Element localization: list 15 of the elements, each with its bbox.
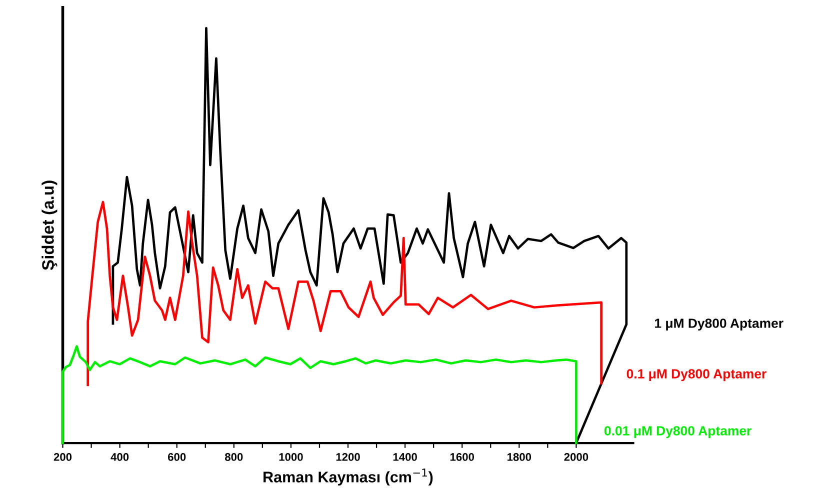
x-tick-label: 1800 (507, 453, 532, 461)
x-tick-label: 2000 (564, 453, 588, 461)
series-label: 0.1 μM Dy800 Aptamer (626, 369, 766, 382)
text: 1 μM Dy800 Aptamer (655, 318, 784, 331)
x-tick-label: 1600 (450, 453, 474, 461)
x-tick-label: 1000 (279, 453, 303, 461)
x-tick-label: 600 (168, 453, 186, 461)
x-tick-label: 1200 (336, 453, 360, 461)
y-axis-title: Şiddet (a.u) (42, 180, 58, 270)
x-axis-title: Raman Kayması (cm$^{−1}$) (264, 468, 433, 486)
x-tick-label: 800 (224, 453, 243, 461)
x-tick-label: 200 (54, 453, 72, 461)
x-tick-label: 1400 (393, 453, 417, 461)
text: 0.01 μM Dy800 Aptamer (604, 426, 752, 438)
x-tick-label: 400 (110, 453, 129, 461)
